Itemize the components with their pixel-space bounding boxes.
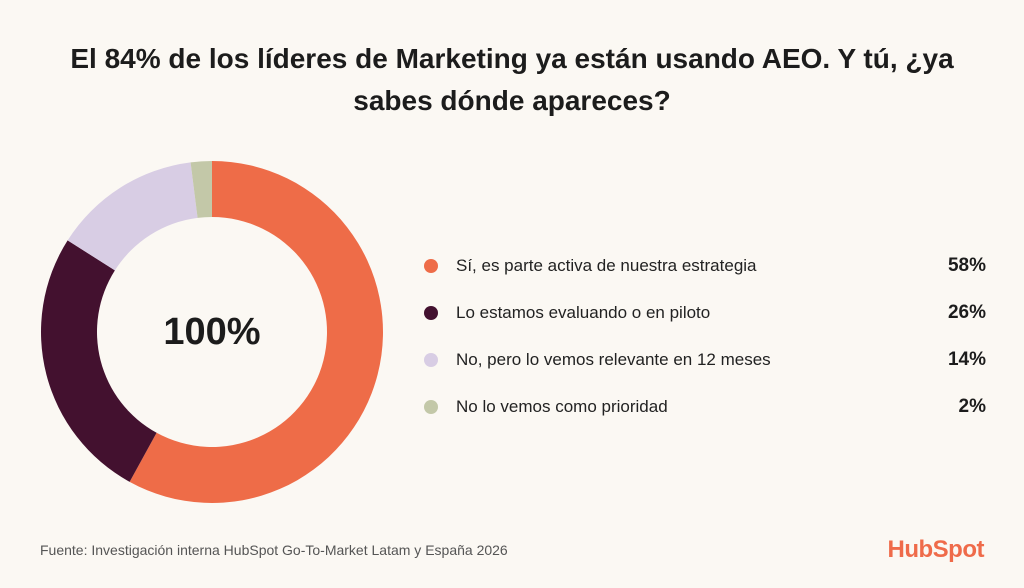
logo-text: HubSpot bbox=[887, 536, 985, 563]
legend-label: No, pero lo vemos relevante en 12 meses bbox=[456, 349, 771, 369]
legend-item: Sí, es parte activa de nuestra estrategi… bbox=[424, 242, 986, 289]
legend-swatch bbox=[424, 352, 438, 367]
donut-slice-3 bbox=[190, 161, 212, 218]
legend-item: No, pero lo vemos relevante en 12 meses … bbox=[424, 336, 986, 383]
donut-slice-2 bbox=[67, 162, 198, 271]
donut-chart bbox=[38, 158, 386, 506]
legend-item: No lo vemos como prioridad 2% bbox=[424, 383, 986, 430]
legend: Sí, es parte activa de nuestra estrategi… bbox=[424, 242, 986, 430]
legend-label: Sí, es parte activa de nuestra estrategi… bbox=[456, 255, 757, 275]
legend-label: Lo estamos evaluando o en piloto bbox=[456, 302, 711, 322]
chart-title: El 84% de los líderes de Marketing ya es… bbox=[70, 43, 954, 116]
legend-value: 2% bbox=[958, 395, 986, 417]
legend-label: No lo vemos como prioridad bbox=[456, 396, 668, 416]
source-note: Fuente: Investigación interna HubSpot Go… bbox=[40, 542, 508, 558]
legend-item: Lo estamos evaluando o en piloto 26% bbox=[424, 289, 986, 336]
legend-value: 26% bbox=[947, 301, 986, 323]
legend-swatch bbox=[424, 399, 438, 414]
donut-slice-0 bbox=[129, 161, 384, 503]
hubspot-logo: HubSpot bbox=[887, 536, 985, 564]
donut-center-label: 100% bbox=[163, 310, 261, 353]
donut-svg bbox=[41, 161, 384, 503]
donut-slice-1 bbox=[41, 240, 157, 482]
legend-value: 14% bbox=[947, 348, 986, 370]
legend-swatch bbox=[424, 305, 438, 320]
legend-swatch bbox=[424, 258, 438, 273]
legend-value: 58% bbox=[947, 254, 986, 276]
